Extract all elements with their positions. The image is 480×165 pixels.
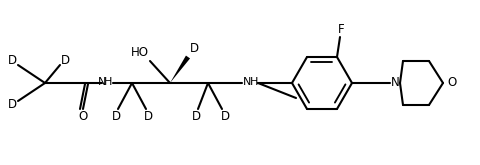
Text: N: N [390,77,398,89]
Text: D: D [220,110,229,122]
Text: D: D [191,110,200,122]
Text: O: O [446,77,456,89]
Text: O: O [78,110,87,122]
Text: D: D [143,110,152,122]
Text: H: H [104,77,112,87]
Text: D: D [111,110,120,122]
Text: HO: HO [131,47,149,60]
Text: H: H [249,77,258,87]
Text: D: D [60,54,70,67]
Text: N: N [242,77,251,87]
Text: F: F [337,22,344,35]
Text: D: D [7,54,16,67]
Polygon shape [169,56,190,83]
Text: D: D [7,99,16,112]
Text: N: N [97,77,106,87]
Text: D: D [189,43,198,55]
